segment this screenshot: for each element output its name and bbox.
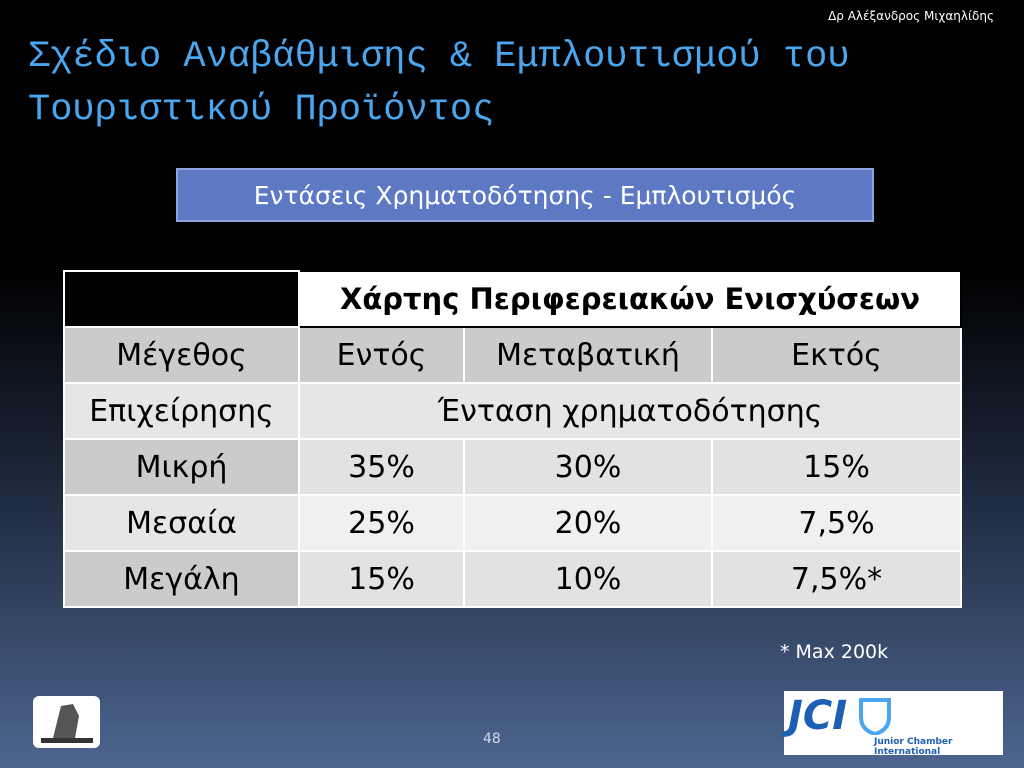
table-row: Μεσαία 25% 20% 7,5% — [63, 494, 962, 552]
page-number: 48 — [483, 731, 501, 747]
title-line: Σχέδιο Αναβάθμισης & Εμπλουτισμού του — [28, 36, 850, 78]
column-cell: Μεταβατική — [463, 326, 713, 384]
table-row: Μεγάλη 15% 10% 7,5%* — [63, 550, 962, 608]
column-cell: Μέγεθος — [63, 326, 300, 384]
author: Δρ Αλέξανδρος Μιχαηλίδης — [828, 9, 994, 23]
row-label: Μικρή — [63, 438, 300, 496]
jci-full-name: Junior Chamber International — [874, 737, 953, 757]
jci-logo: JCI Junior Chamber International — [784, 691, 1003, 757]
value-cell: 30% — [463, 438, 713, 496]
table-row: Μικρή 35% 30% 15% — [63, 438, 962, 496]
value-cell: 35% — [298, 438, 465, 496]
value-cell: 25% — [298, 494, 465, 552]
subheader-cell: Ένταση χρηματοδότησης — [298, 382, 962, 440]
value-cell: 7,5%* — [711, 550, 962, 608]
table: Χάρτης Περιφερειακών Ενισχύσεων Μέγεθος … — [63, 270, 962, 608]
row-label: Μεσαία — [63, 494, 300, 552]
value-cell: 7,5% — [711, 494, 962, 552]
logo-icon — [41, 704, 93, 743]
title-line: Τουριστικού Προϊόντος — [28, 89, 495, 131]
footnote: * Max 200k — [780, 641, 889, 663]
value-cell: 15% — [711, 438, 962, 496]
jci-emblem — [859, 698, 891, 735]
blank-cell — [63, 270, 300, 328]
value-cell: 15% — [298, 550, 465, 608]
talos-logo — [33, 696, 100, 748]
value-cell: 20% — [463, 494, 713, 552]
jci-name: JCI — [788, 693, 848, 739]
subtitle-box: Εντάσεις Χρηματοδότησης - Εμπλουτισμός — [176, 168, 874, 222]
header-cell: Χάρτης Περιφερειακών Ενισχύσεων — [298, 270, 962, 328]
subheader-cell: Επιχείρησης — [63, 382, 300, 440]
row-label: Μεγάλη — [63, 550, 300, 608]
column-cell: Εντός — [298, 326, 465, 384]
value-cell: 10% — [463, 550, 713, 608]
column-cell: Εκτός — [711, 326, 962, 384]
